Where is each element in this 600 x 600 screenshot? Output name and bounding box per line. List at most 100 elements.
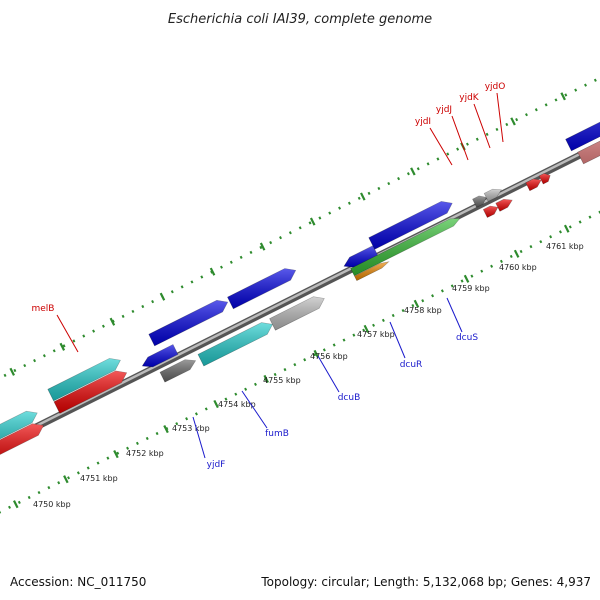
- gene-label-yjdo: yjdO: [485, 82, 506, 92]
- scale-dot-upper: [318, 216, 322, 220]
- scale-tick-label: 4755 kbp: [263, 376, 301, 385]
- scale-dot-upper: [397, 177, 401, 181]
- scale-major-tick-lower: [463, 274, 470, 283]
- gene-label-yjdi-leader: [429, 127, 453, 166]
- gene-label-dcub: dcuB: [338, 393, 361, 403]
- scale-major-tick-upper: [410, 167, 416, 176]
- label-layer: melB yjdI yjdJ yjdK yjdO yjdF fumB dcuB dcuR dcuS: [32, 82, 506, 470]
- scale-dot-lower: [96, 461, 100, 465]
- backbone-highlight: [0, 142, 600, 446]
- scale-dot-upper: [495, 127, 499, 132]
- gene-label-yjdf: yjdF: [207, 460, 226, 470]
- scale-dot-lower: [421, 299, 425, 303]
- genome-summary-text: Topology: circular; Length: 5,132,068 bp…: [260, 575, 591, 589]
- scale-major-tick-lower: [13, 500, 19, 509]
- scale-dot-upper: [269, 240, 273, 245]
- scale-dot-lower: [578, 220, 582, 224]
- scale-dot-upper: [347, 201, 351, 205]
- scale-dot-lower: [253, 382, 257, 386]
- scale-dot-upper: [52, 349, 56, 353]
- gene-arrow-gray-light-shade: [269, 296, 325, 331]
- scale-dot-lower: [224, 397, 228, 401]
- gene-label-dcur: dcuR: [400, 360, 423, 370]
- scale-dot-upper: [131, 309, 135, 314]
- scale-dot-lower: [37, 490, 41, 495]
- scale-tick-label: 4761 kbp: [546, 242, 584, 251]
- gene-arrow-blue-shade: [344, 245, 378, 268]
- scale-dot-lower: [509, 254, 513, 259]
- scale-major-tick-upper: [209, 267, 216, 276]
- gene-label-yjdi: yjdI: [415, 117, 431, 127]
- scale-dot-lower: [401, 308, 405, 313]
- scale-dot-lower: [539, 240, 543, 244]
- gene-arrow-blue-shade: [368, 201, 453, 250]
- gene-arrow-blue-shade: [148, 300, 228, 346]
- scale-dot-upper: [141, 304, 145, 309]
- scale-tick-label: 4752 kbp: [126, 449, 164, 458]
- scale-dot-lower: [588, 215, 592, 219]
- scale-dot-upper: [475, 137, 479, 141]
- scale-dot-lower: [17, 500, 21, 505]
- scale-dot-upper: [456, 147, 460, 151]
- scale-tick-label: 4750 kbp: [33, 500, 71, 509]
- scale-dot-upper: [584, 83, 587, 87]
- scale-dot-lower: [529, 244, 533, 249]
- scale-dot-lower: [303, 358, 307, 362]
- scale-dot-upper: [534, 108, 538, 112]
- scale-dot-lower: [519, 249, 523, 254]
- scale-dot-upper: [170, 290, 174, 294]
- gene-arrow-blue-shade: [142, 344, 178, 367]
- scale-dot-upper: [23, 363, 27, 368]
- scale-major-tick-upper: [360, 192, 366, 201]
- gene-arrow-green-shade: [350, 218, 460, 276]
- gene-arrow-gray-light-shade: [484, 189, 502, 202]
- gene-arrow-red-shade: [483, 206, 498, 218]
- scale-major-tick-upper: [560, 92, 566, 101]
- scale-dot-upper: [505, 122, 509, 127]
- gene-arrow-gray-dark-shade: [472, 196, 487, 208]
- scale-dot-lower: [568, 225, 572, 229]
- scale-dot-lower: [145, 436, 149, 441]
- scale-major-tick-upper: [510, 117, 516, 126]
- scale-major-tick-upper: [109, 317, 116, 326]
- scale-dot-lower: [86, 466, 90, 470]
- scale-tick-label: 4756 kbp: [310, 352, 348, 361]
- scale-dot-upper: [33, 359, 37, 363]
- scale-dot-upper: [13, 368, 17, 373]
- scale-dot-upper: [229, 260, 233, 264]
- gene-label-yjdk-leader: [473, 103, 491, 149]
- scale-major-tick-upper: [259, 242, 266, 251]
- scale-tick-label: 4760 kbp: [499, 263, 537, 272]
- scale-dot-upper: [485, 132, 489, 136]
- scale-tick-label: 4759 kbp: [452, 284, 490, 293]
- scale-dot-upper: [525, 113, 528, 117]
- scale-major-tick-lower: [313, 349, 320, 359]
- scale-dot-lower: [490, 264, 494, 268]
- gene-label-fumb-leader: [241, 390, 268, 429]
- scale-dot-lower: [175, 422, 179, 426]
- gene-arrow-red-shade: [495, 199, 513, 212]
- scale-dot-lower: [431, 294, 435, 298]
- gene-label-yjdj-leader: [451, 115, 469, 161]
- scale-dot-upper: [101, 324, 105, 328]
- scale-layer: 4750 kbp 4751 kbp 4752 kbp 4753 kbp 4754 kbp…: [0, 78, 600, 514]
- scale-tick-label: 4758 kbp: [404, 306, 442, 315]
- scale-dot-lower: [460, 279, 464, 283]
- gene-label-dcus: dcuS: [456, 333, 478, 343]
- feature-layer: [0, 121, 600, 455]
- scale-dot-upper: [62, 344, 66, 348]
- gene-arrow-orange-shade: [354, 261, 389, 281]
- scale-dot-lower: [372, 323, 376, 327]
- gene-arrow-blue-shade: [565, 122, 600, 151]
- scale-dot-upper: [544, 103, 548, 107]
- scale-dot-upper: [416, 167, 420, 171]
- scale-dot-lower: [558, 230, 562, 234]
- scale-dot-upper: [308, 221, 312, 225]
- scale-dot-lower: [135, 441, 139, 445]
- scale-dot-upper: [357, 196, 361, 200]
- scale-dot-lower: [313, 353, 316, 357]
- scale-dot-upper: [406, 172, 410, 176]
- scale-dot-lower: [244, 387, 248, 391]
- scale-dot-lower: [411, 304, 415, 308]
